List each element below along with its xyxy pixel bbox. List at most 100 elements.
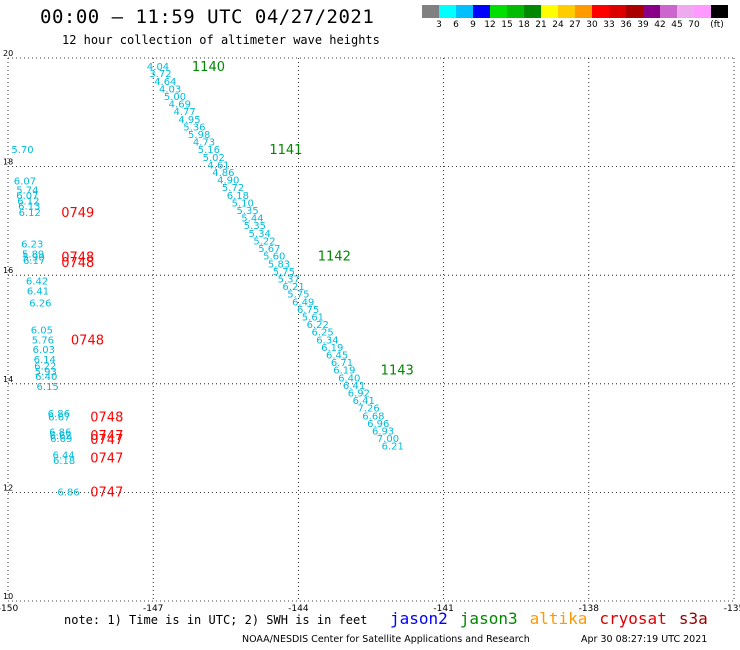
legend-unit: (ft) bbox=[710, 20, 724, 30]
legend-swatch bbox=[592, 5, 609, 18]
legend-swatch bbox=[609, 5, 626, 18]
legend-swatch bbox=[490, 5, 507, 18]
swh-value-jason3: 4.04 bbox=[147, 62, 169, 73]
swh-value-jason3: 5.22 bbox=[253, 236, 275, 247]
swh-value-jason3: 6.49 bbox=[292, 297, 314, 308]
swh-value-jason3: 6.41 bbox=[343, 381, 365, 392]
legend-tick-label: 15 bbox=[501, 20, 513, 30]
time-label: 1143 bbox=[381, 364, 414, 379]
swh-value-jason3: 5.83 bbox=[268, 259, 290, 270]
swh-value-cryosat: 5.70 bbox=[11, 145, 33, 156]
swh-value-jason3: 7.00 bbox=[377, 434, 399, 445]
legend-tick-label: 18 bbox=[518, 20, 530, 30]
swh-value-cryosat: 6.23 bbox=[21, 240, 43, 251]
swh-value-cryosat: 6.05 bbox=[31, 326, 53, 337]
swh-value-cryosat: 6.42 bbox=[26, 277, 48, 288]
satellite-label-jason2: jason2 bbox=[390, 609, 448, 628]
legend-swatch bbox=[711, 5, 728, 18]
time-label: 0748 bbox=[71, 333, 104, 348]
swh-value-jason3: 5.72 bbox=[222, 183, 244, 194]
swh-value-cryosat: 5.89 bbox=[22, 249, 44, 260]
swh-value-cryosat: 6.15 bbox=[37, 382, 59, 393]
time-label: 0747 bbox=[90, 429, 123, 444]
legend-tick-label: 3 bbox=[436, 20, 442, 30]
footer-credit: NOAA/NESDIS Center for Satellite Applica… bbox=[242, 634, 530, 645]
swh-value-cryosat: 6.86 bbox=[57, 487, 79, 498]
swh-value-cryosat: 6.26 bbox=[29, 298, 51, 309]
swh-value-jason3: 6.93 bbox=[372, 426, 394, 437]
swh-value-jason3: 6.71 bbox=[331, 358, 353, 369]
swh-value-jason3: 4.69 bbox=[169, 100, 191, 111]
swh-value-jason3: 6.19 bbox=[321, 343, 343, 354]
swh-value-jason3: 5.75 bbox=[287, 290, 309, 301]
satellite-label-jason3: jason3 bbox=[459, 609, 518, 628]
legend-tick-label: 24 bbox=[552, 20, 564, 30]
time-label: 0748 bbox=[61, 256, 94, 271]
legend-swatch bbox=[541, 5, 558, 18]
y-tick-label: 10 bbox=[3, 592, 13, 601]
time-label: 0748 bbox=[90, 410, 123, 425]
swh-value-cryosat: 5.93 bbox=[35, 367, 57, 378]
swh-value-cryosat: 6.62 bbox=[50, 431, 72, 442]
time-label: 0748 bbox=[61, 251, 94, 266]
swh-value-jason3: 5.36 bbox=[183, 122, 205, 133]
swh-value-jason3: 5.35 bbox=[236, 206, 258, 217]
satellite-legend: jason2 jason3 altika cryosat s3a bbox=[390, 609, 720, 628]
y-tick-label: 14 bbox=[3, 375, 13, 384]
swh-value-jason3: 6.40 bbox=[338, 373, 360, 384]
time-label: 0747 bbox=[90, 433, 123, 448]
legend-swatches bbox=[422, 5, 740, 18]
time-label: 1141 bbox=[269, 143, 302, 158]
swh-value-jason3: 6.34 bbox=[316, 335, 338, 346]
satellite-label-cryosat: cryosat bbox=[599, 609, 667, 628]
legend-swatch bbox=[507, 5, 524, 18]
swh-value-jason3: 5.00 bbox=[164, 92, 186, 103]
swh-value-jason3: 6.75 bbox=[297, 305, 319, 316]
swh-value-cryosat: 5.76 bbox=[32, 335, 54, 346]
swh-value-jason3: 7.26 bbox=[357, 404, 379, 415]
legend-tick-label: 27 bbox=[569, 20, 581, 30]
legend-tick-label: 36 bbox=[620, 20, 632, 30]
x-tick-label: -150 bbox=[0, 604, 18, 614]
satellite-label-altika: altika bbox=[529, 609, 588, 628]
swh-value-cryosat: 6.40 bbox=[35, 372, 57, 383]
swh-value-jason3: 6.21 bbox=[382, 442, 404, 453]
swh-value-jason3: 5.10 bbox=[232, 198, 254, 209]
x-tick-label: -138 bbox=[579, 604, 600, 614]
legend-tick-label: 33 bbox=[603, 20, 615, 30]
y-tick-label: 16 bbox=[3, 266, 13, 275]
swh-value-cryosat: 6.69 bbox=[50, 434, 72, 445]
swh-value-jason3: 5.44 bbox=[241, 214, 263, 225]
x-tick-label: -141 bbox=[433, 604, 453, 614]
x-tick-label: -147 bbox=[143, 604, 163, 614]
time-label: 0747 bbox=[90, 452, 123, 467]
y-tick-label: 18 bbox=[3, 158, 13, 167]
legend-tick-label: 45 bbox=[671, 20, 683, 30]
swh-value-cryosat: 6.86 bbox=[48, 409, 70, 420]
swh-value-jason3: 4.64 bbox=[154, 77, 176, 88]
swh-value-jason3: 5.98 bbox=[188, 130, 210, 141]
chart-title: 00:00 – 11:59 UTC 04/27/2021 bbox=[40, 6, 375, 28]
swh-value-jason3: 4.77 bbox=[174, 107, 196, 118]
swh-value-jason3: 6.25 bbox=[311, 328, 333, 339]
swh-value-jason3: 6.22 bbox=[307, 320, 329, 331]
swh-value-cryosat: 6.03 bbox=[33, 345, 55, 356]
footer-timestamp: Apr 30 08:27:19 UTC 2021 bbox=[581, 634, 708, 645]
legend-swatch bbox=[643, 5, 660, 18]
time-label: 0749 bbox=[61, 206, 94, 221]
swh-value-jason3: 4.95 bbox=[178, 115, 200, 126]
swh-value-cryosat: 5.74 bbox=[16, 185, 38, 196]
legend-swatch bbox=[422, 5, 439, 18]
swh-value-jason3: 6.21 bbox=[282, 282, 304, 293]
time-label: 0747 bbox=[90, 485, 123, 500]
swh-value-jason3: 6.41 bbox=[353, 396, 375, 407]
swh-value-jason3: 5.16 bbox=[198, 145, 220, 156]
swh-value-cryosat: 6.17 bbox=[23, 256, 45, 267]
x-tick-label: -135 bbox=[724, 604, 740, 614]
swh-value-jason3: 3.72 bbox=[149, 69, 171, 80]
swh-value-jason3: 5.37 bbox=[278, 274, 300, 285]
swh-value-cryosat: 5.90 bbox=[23, 253, 45, 264]
swh-value-jason3: 6.45 bbox=[326, 350, 348, 361]
legend-swatch bbox=[575, 5, 592, 18]
